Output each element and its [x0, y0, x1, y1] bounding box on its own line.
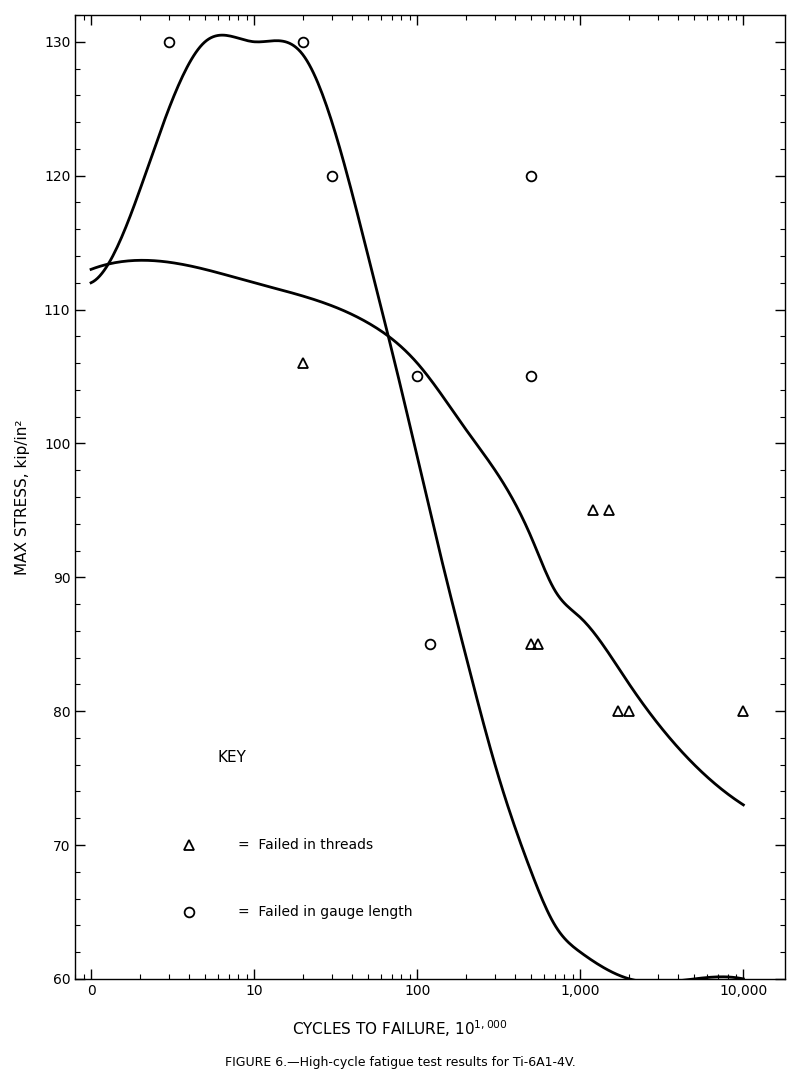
Text: CYCLES TO FAILURE, 10$^{1,000}$: CYCLES TO FAILURE, 10$^{1,000}$ [292, 1018, 508, 1040]
Y-axis label: MAX STRESS, kip/in²: MAX STRESS, kip/in² [15, 419, 30, 575]
Text: FIGURE 6.—High-cycle fatigue test results for Ti-6A1-4V.: FIGURE 6.—High-cycle fatigue test result… [225, 1056, 575, 1069]
Text: =  Failed in threads: = Failed in threads [238, 839, 374, 852]
Text: KEY: KEY [218, 749, 247, 764]
Text: =  Failed in gauge length: = Failed in gauge length [238, 905, 413, 919]
